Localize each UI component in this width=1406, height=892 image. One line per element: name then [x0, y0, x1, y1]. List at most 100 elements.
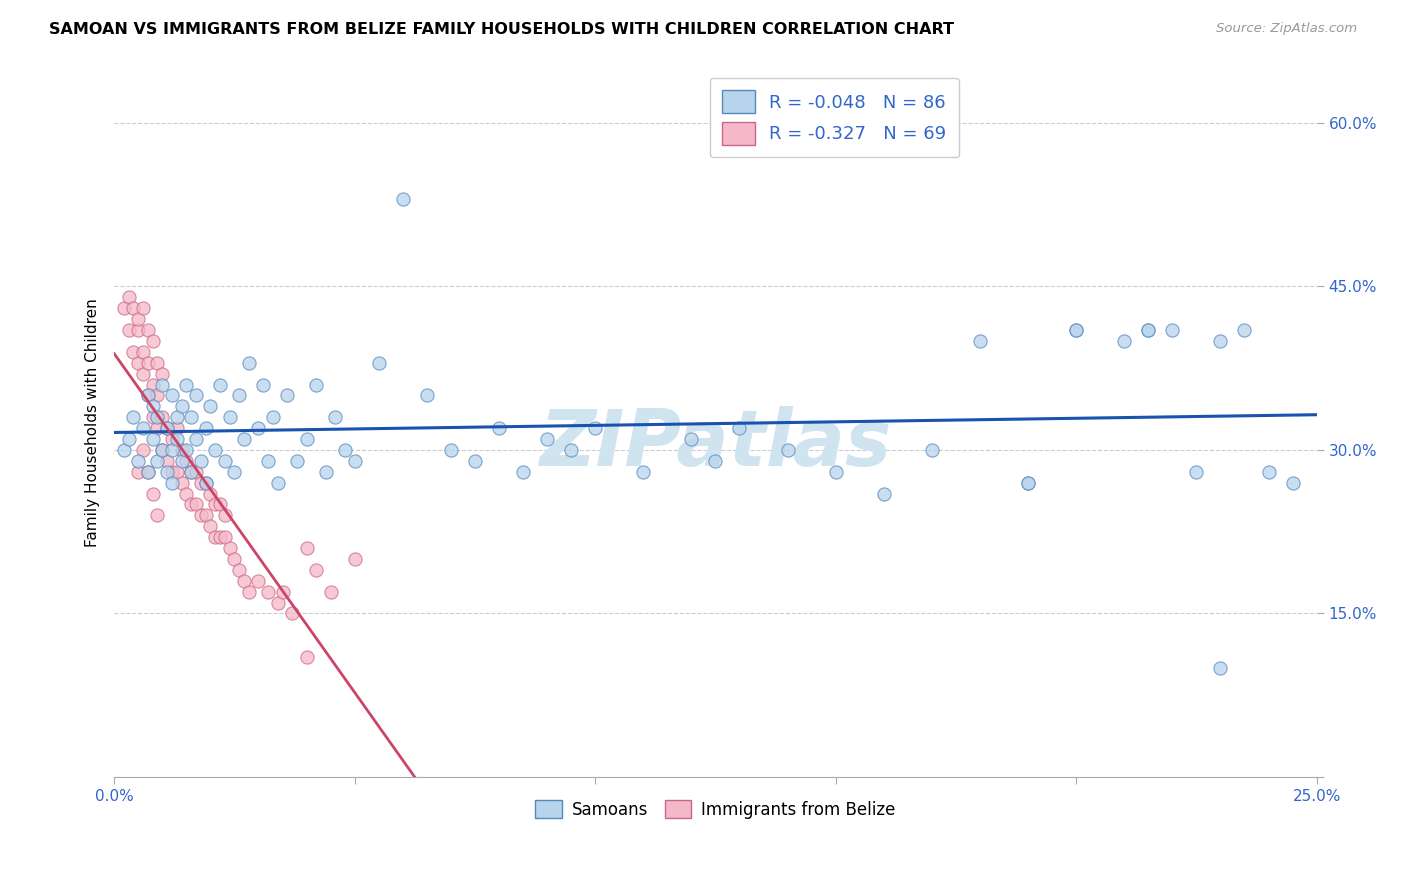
Point — [127, 323, 149, 337]
Point — [150, 442, 173, 457]
Point — [122, 301, 145, 316]
Point — [136, 465, 159, 479]
Point — [233, 432, 256, 446]
Point — [127, 454, 149, 468]
Point — [132, 344, 155, 359]
Point — [136, 356, 159, 370]
Point — [276, 388, 298, 402]
Point — [873, 486, 896, 500]
Point — [160, 432, 183, 446]
Point — [536, 432, 558, 446]
Point — [262, 410, 284, 425]
Point — [176, 377, 198, 392]
Point — [142, 432, 165, 446]
Point — [166, 465, 188, 479]
Point — [176, 486, 198, 500]
Point — [142, 377, 165, 392]
Point — [776, 442, 799, 457]
Point — [176, 442, 198, 457]
Point — [224, 552, 246, 566]
Point — [176, 454, 198, 468]
Point — [560, 442, 582, 457]
Point — [1017, 475, 1039, 490]
Point — [1064, 323, 1087, 337]
Point — [1114, 334, 1136, 348]
Point — [247, 421, 270, 435]
Point — [208, 530, 231, 544]
Point — [200, 400, 222, 414]
Point — [824, 465, 846, 479]
Point — [281, 607, 304, 621]
Point — [204, 530, 226, 544]
Point — [295, 541, 318, 555]
Point — [200, 519, 222, 533]
Point — [391, 192, 413, 206]
Point — [146, 421, 169, 435]
Point — [252, 377, 274, 392]
Point — [194, 475, 217, 490]
Point — [305, 377, 328, 392]
Point — [190, 454, 212, 468]
Point — [150, 367, 173, 381]
Point — [1209, 334, 1232, 348]
Point — [257, 584, 280, 599]
Point — [127, 312, 149, 326]
Point — [122, 410, 145, 425]
Point — [142, 334, 165, 348]
Point — [170, 475, 193, 490]
Point — [238, 356, 260, 370]
Point — [285, 454, 308, 468]
Point — [146, 454, 169, 468]
Point — [681, 432, 703, 446]
Point — [127, 356, 149, 370]
Point — [228, 563, 250, 577]
Point — [180, 465, 202, 479]
Point — [295, 432, 318, 446]
Point — [214, 454, 236, 468]
Point — [1209, 661, 1232, 675]
Point — [170, 454, 193, 468]
Text: SAMOAN VS IMMIGRANTS FROM BELIZE FAMILY HOUSEHOLDS WITH CHILDREN CORRELATION CHA: SAMOAN VS IMMIGRANTS FROM BELIZE FAMILY … — [49, 22, 955, 37]
Point — [132, 421, 155, 435]
Point — [142, 486, 165, 500]
Point — [305, 563, 328, 577]
Point — [142, 400, 165, 414]
Point — [512, 465, 534, 479]
Point — [921, 442, 943, 457]
Point — [117, 323, 139, 337]
Point — [190, 508, 212, 523]
Point — [136, 388, 159, 402]
Point — [166, 410, 188, 425]
Point — [728, 421, 751, 435]
Point — [214, 508, 236, 523]
Point — [146, 508, 169, 523]
Point — [184, 465, 207, 479]
Point — [1161, 323, 1184, 337]
Point — [315, 465, 337, 479]
Point — [112, 301, 135, 316]
Point — [184, 388, 207, 402]
Point — [325, 410, 347, 425]
Point — [267, 595, 290, 609]
Point — [117, 290, 139, 304]
Point — [170, 442, 193, 457]
Point — [416, 388, 439, 402]
Point — [238, 584, 260, 599]
Point — [156, 421, 179, 435]
Point — [1137, 323, 1160, 337]
Text: Source: ZipAtlas.com: Source: ZipAtlas.com — [1216, 22, 1357, 36]
Point — [194, 508, 217, 523]
Point — [160, 465, 183, 479]
Point — [224, 465, 246, 479]
Point — [204, 442, 226, 457]
Point — [319, 584, 342, 599]
Point — [127, 465, 149, 479]
Point — [194, 475, 217, 490]
Point — [184, 497, 207, 511]
Point — [184, 432, 207, 446]
Point — [204, 497, 226, 511]
Y-axis label: Family Households with Children: Family Households with Children — [86, 298, 100, 547]
Point — [257, 454, 280, 468]
Point — [1185, 465, 1208, 479]
Point — [333, 442, 356, 457]
